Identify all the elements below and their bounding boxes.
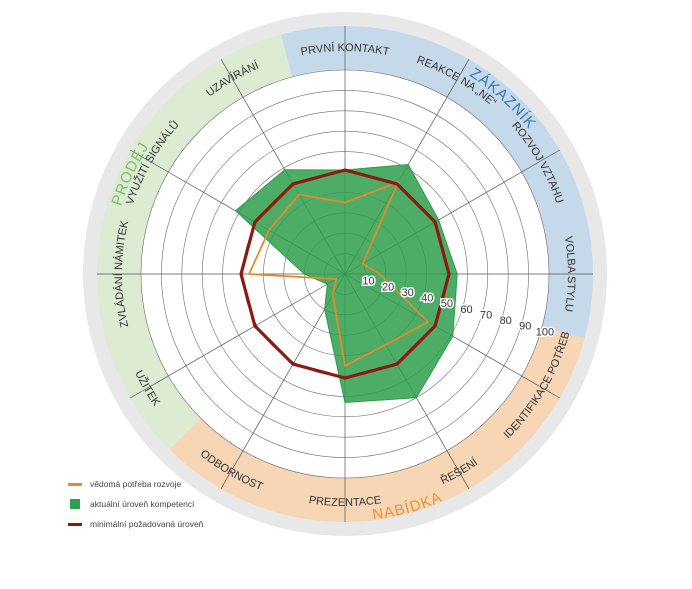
tick-label: 100 bbox=[536, 326, 554, 338]
legend-swatch bbox=[68, 522, 82, 526]
legend-item-development-need: vědomá potřeba rozvoje bbox=[68, 474, 203, 494]
tick-label: 30 bbox=[402, 287, 414, 299]
tick-label: 70 bbox=[480, 310, 492, 322]
legend-swatch bbox=[70, 499, 80, 509]
legend-label: aktuální úroveň kompetencí bbox=[90, 499, 195, 509]
legend-swatch bbox=[68, 482, 82, 486]
axis-label-zvladani-namitek: ZVLÁDÁNÍ NÁMITEK bbox=[112, 219, 131, 329]
legend-item-minimum-level: minimální požadovaná úroveň bbox=[68, 514, 203, 534]
series-layer bbox=[234, 163, 458, 404]
axis-label-prezentace: PREZENTACE bbox=[308, 494, 382, 509]
legend-label: minimální požadovaná úroveň bbox=[90, 519, 204, 529]
tick-label: 80 bbox=[500, 315, 512, 327]
tick-label: 10 bbox=[362, 276, 374, 288]
legend: vědomá potřeba rozvoje aktuální úroveň k… bbox=[68, 474, 203, 534]
tick-labels: 10 20 30 40 50 60 70 80 90 100 bbox=[361, 274, 556, 340]
tick-label: 50 bbox=[441, 298, 453, 310]
legend-label: vědomá potřeba rozvoje bbox=[90, 479, 182, 489]
tick-label: 90 bbox=[519, 321, 531, 333]
legend-item-current-level: aktuální úroveň kompetencí bbox=[68, 494, 203, 514]
tick-label: 40 bbox=[421, 293, 433, 305]
tick-label: 20 bbox=[382, 281, 394, 293]
tick-label: 60 bbox=[460, 304, 472, 316]
axis-spoke bbox=[130, 273, 346, 399]
axis-label-volba-stylu: VOLBA STYLU bbox=[562, 235, 577, 312]
axis-label-prvni-kontakt: PRVNÍ KONTAKT bbox=[300, 41, 391, 58]
